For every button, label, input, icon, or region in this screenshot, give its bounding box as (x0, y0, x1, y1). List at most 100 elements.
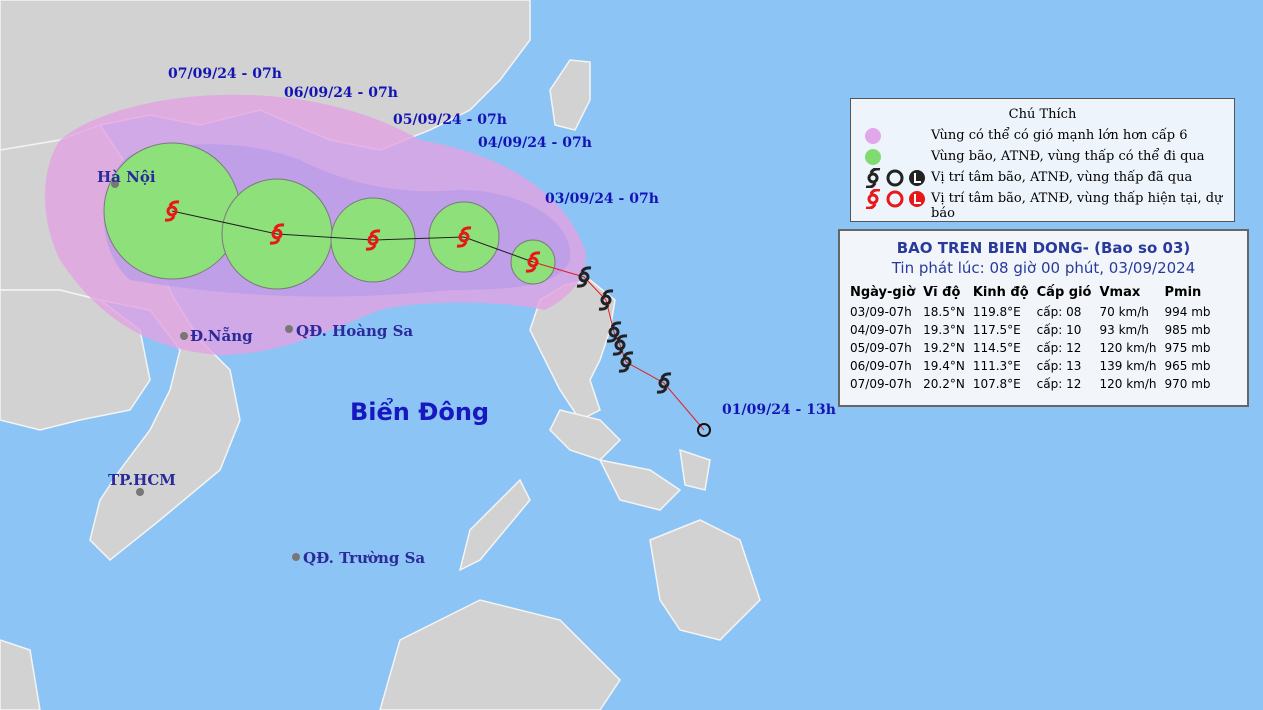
table-cell: 114.5°E (972, 341, 1021, 355)
storm-arm (865, 168, 881, 188)
table-cell: cấp: 13 (1036, 359, 1082, 373)
column-header: Vmax (1099, 284, 1141, 300)
place-dot (136, 488, 144, 496)
past-low-symbol (697, 423, 711, 437)
storm-core (600, 294, 612, 306)
table-cell: 70 km/h (1099, 305, 1149, 319)
storm-arm (164, 200, 180, 222)
legend-swatch (865, 149, 881, 165)
storm-core (458, 231, 470, 243)
storm-symbols (164, 200, 672, 394)
table-cell: 93 km/h (1099, 323, 1149, 337)
table-row: 04/09-07h 19.3°N 117.5°E cấp: 10 93 km/h 985 … (846, 321, 1215, 339)
table-cell: 07/09-07h (850, 377, 912, 391)
table-cell: 985 mb (1164, 323, 1211, 337)
column-header: Pmin (1164, 284, 1202, 300)
table-cell: cấp: 12 (1036, 377, 1082, 391)
storm-arm (269, 223, 285, 245)
column-header: Ngày-giờ (850, 284, 916, 300)
table-row: 06/09-07h 19.4°N 111.3°E cấp: 13 139 km/h 965… (846, 357, 1215, 375)
legend-low (909, 191, 925, 207)
date-label: 04/09/24 - 07h (478, 135, 592, 151)
legend-text: Vị trí tâm bão, ATNĐ, vùng thấp đã qua (931, 170, 1193, 185)
table-row: 05/09-07h 19.2°N 114.5°E cấp: 12 120 km/h 975… (846, 339, 1215, 357)
table-cell: 119.8°E (972, 305, 1021, 319)
date-label: 05/09/24 - 07h (393, 112, 507, 128)
table-cell: 19.3°N (923, 323, 965, 337)
info-table: BAO TREN BIEN DONG- (Bao so 03) Tin phát… (838, 229, 1249, 407)
table-cell: 20.2°N (923, 377, 965, 391)
table-cell: 03/09-07h (850, 305, 912, 319)
legend-low (909, 170, 925, 186)
column-header: Kinh độ (972, 284, 1029, 300)
table-title: BAO TREN BIEN DONG- (Bao so 03) (896, 239, 1191, 257)
table-subtitle: Tin phát lúc: 08 giờ 00 phút, 03/09/2024 (891, 259, 1196, 277)
storm-core (578, 271, 590, 283)
place-label: TP.HCM (108, 471, 176, 489)
table-cell: cấp: 12 (1036, 341, 1082, 355)
table-cell: cấp: 08 (1036, 305, 1082, 319)
sea-label: Biển Đông (350, 396, 489, 426)
legend-low-mark (914, 194, 921, 204)
table-cell: 965 mb (1164, 359, 1211, 373)
table-cell: 19.2°N (923, 341, 965, 355)
column-header: Cấp gió (1036, 284, 1092, 300)
legend-symbol (865, 189, 925, 209)
storm-core (271, 228, 283, 240)
storm-core (367, 234, 379, 246)
storm-core (658, 377, 670, 389)
legend-swatch (865, 128, 881, 144)
table-cell: 18.5°N (923, 305, 965, 319)
legend-symbol (865, 128, 881, 144)
storm-arm (865, 189, 881, 209)
storm-core (608, 326, 620, 338)
legend-text: Vùng có thể có gió mạnh lớn hơn cấp 6 (931, 128, 1188, 143)
place-label: QĐ. Trường Sa (303, 549, 425, 567)
table-cell: 19.4°N (923, 359, 965, 373)
place-label: Hà Nội (97, 168, 156, 186)
place-label: Đ.Nẵng (190, 326, 253, 345)
date-label: 06/09/24 - 07h (284, 85, 398, 101)
date-label: 03/09/24 - 07h (545, 191, 659, 207)
table-cell: 05/09-07h (850, 341, 912, 355)
table-cell: 994 mb (1164, 305, 1211, 319)
legend-row: Vùng có thể có gió mạnh lớn hơn cấp 6 (851, 126, 1234, 147)
legend-title: Chú Thích (1008, 107, 1077, 122)
legend-row: Vị trí tâm bão, ATNĐ, vùng thấp hiện tại… (851, 189, 1234, 221)
storm-arm (576, 266, 592, 288)
table-cell: 120 km/h (1099, 377, 1157, 391)
date-label: 07/09/24 - 07h (168, 66, 282, 82)
table-cell: 107.8°E (972, 377, 1021, 391)
storm-arm (365, 229, 381, 251)
legend-symbol (865, 168, 925, 188)
place-dot (292, 553, 300, 561)
date-label: 01/09/24 - 13h (722, 402, 836, 418)
storm-core (166, 205, 178, 217)
column-header: Vĩ độ (923, 284, 961, 300)
storm-arm (606, 321, 622, 343)
table-cell: 120 km/h (1099, 341, 1157, 355)
legend-symbol (865, 149, 881, 165)
table-cell: 117.5°E (972, 323, 1021, 337)
table: Ngày-giờ Vĩ độ Kinh độ Cấp gió Vmax Pmin 03/09… (846, 281, 1215, 393)
storm-arm (598, 289, 614, 311)
table-row: 07/09-07h 20.2°N 107.8°E cấp: 12 120 km/h 970… (846, 375, 1215, 393)
place-dot (111, 180, 119, 188)
legend-row: Vùng bão, ATNĐ, vùng thấp có thể đi qua (851, 147, 1234, 168)
storm-arm (618, 351, 634, 373)
table-cell: 970 mb (1164, 377, 1211, 391)
storm-arm (456, 226, 472, 248)
legend-low-mark (914, 173, 921, 183)
legend: Chú Thích Vùng có thể có gió mạnh lớn hơ… (850, 98, 1235, 222)
legend-ring (886, 169, 904, 187)
storm-arm (525, 251, 541, 273)
legend-row: Vị trí tâm bão, ATNĐ, vùng thấp đã qua (851, 168, 1234, 189)
place-label: QĐ. Hoàng Sa (296, 322, 413, 340)
table-cell: 975 mb (1164, 341, 1211, 355)
storm-core (867, 193, 879, 205)
storm-core (527, 256, 539, 268)
table-cell: 04/09-07h (850, 323, 912, 337)
legend-ring (886, 190, 904, 208)
table-cell: 139 km/h (1099, 359, 1157, 373)
